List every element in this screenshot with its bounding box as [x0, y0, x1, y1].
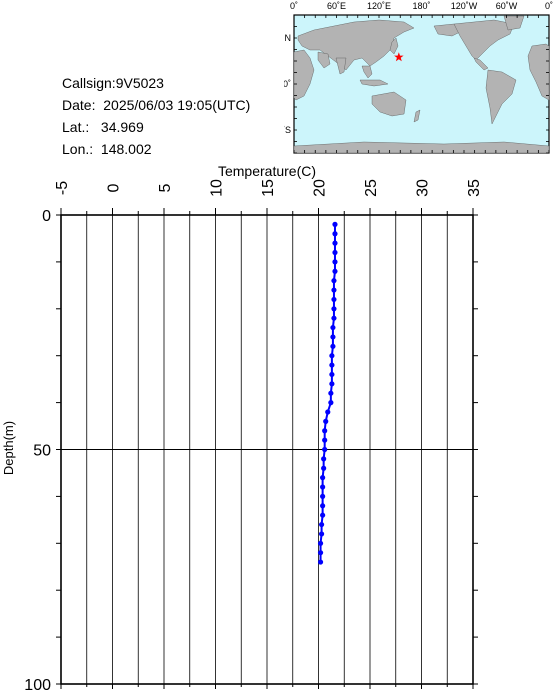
profile-point: [328, 400, 334, 406]
longitude-text: Lon.: 148.002: [62, 141, 152, 157]
map-longitude-label: 60˚E: [327, 1, 346, 11]
profile-point: [329, 353, 335, 359]
land-indonesia: [359, 79, 389, 87]
profile-point: [325, 409, 331, 415]
profile-point: [329, 381, 335, 387]
profile-point: [318, 531, 325, 537]
profile-point: [322, 446, 328, 453]
profile-point: [320, 493, 326, 499]
y-axis-title: Depth(m): [1, 421, 16, 475]
land-masses: [293, 15, 550, 154]
profile-point: [331, 315, 337, 321]
y-tick-label: 100: [24, 677, 51, 690]
profile-point: [318, 521, 325, 528]
x-tick-label: 35: [466, 179, 483, 197]
series-temperature-profile: [317, 221, 338, 565]
map-frame-ticks: [293, 14, 550, 154]
profile-point: [332, 240, 338, 246]
profile-point: [321, 456, 327, 462]
map-top-labels: 0˚ 60˚E 120˚E 180˚ 120˚W 60˚W 0˚: [290, 1, 553, 11]
profile-point: [332, 259, 338, 265]
profile-point: [332, 221, 338, 227]
land-japan: [389, 37, 399, 55]
x-tick-label: 10: [209, 179, 226, 197]
land-se-asia: [361, 65, 373, 79]
x-tick-label: 0: [106, 183, 123, 192]
profile-point: [320, 484, 326, 490]
x-tick-label: 25: [363, 179, 380, 197]
grid-lines: [60, 214, 474, 685]
land-africa-right: [527, 43, 550, 101]
profile-point: [332, 249, 338, 256]
x-tick-label: 20: [312, 179, 329, 197]
profile-point: [331, 306, 337, 312]
land-australia: [371, 91, 407, 117]
profile-point: [320, 475, 326, 481]
land-europe-asia: [297, 19, 415, 71]
profile-point: [330, 324, 336, 331]
land-india: [335, 57, 347, 75]
land-south-america: [485, 69, 517, 125]
profile-point: [331, 287, 337, 293]
map-latitude-label: 0˚: [284, 79, 291, 89]
latitude-text: Lat.: 34.969: [62, 119, 144, 135]
map-longitude-label: 60˚W: [496, 1, 518, 11]
profile-point: [332, 231, 338, 237]
map-longitude-label: 0˚: [290, 1, 298, 11]
y-tick-label: 50: [33, 443, 51, 460]
profile-point: [317, 559, 324, 565]
y-axis-ticks: 0 50 100: [24, 208, 478, 690]
x-axis-title: Temperature(C): [218, 163, 316, 179]
profile-point: [321, 465, 327, 471]
profile-point: [331, 278, 337, 284]
profile-point: [322, 437, 328, 443]
land-new-zealand: [413, 109, 421, 123]
profile-point: [330, 334, 336, 340]
x-tick-label: -5: [54, 181, 71, 195]
x-axis-ticks: -5 0 5 10 15 20 25 30 35: [54, 179, 483, 689]
map-longitude-label: 0˚: [545, 1, 553, 11]
profile-line: [319, 224, 336, 563]
profile-point: [317, 540, 324, 546]
profile-point: [328, 390, 334, 396]
profile-point: [323, 418, 329, 424]
map-latitude-label: 60˚S: [284, 125, 291, 135]
profile-point: [329, 371, 335, 378]
profile-point: [329, 362, 335, 368]
land-alaska: [433, 23, 461, 37]
map-longitude-label: 120˚W: [451, 1, 478, 11]
x-tick-label: 15: [260, 179, 277, 197]
station-marker-icon: [394, 52, 404, 62]
profile-point: [322, 428, 328, 434]
x-tick-label: 5: [157, 183, 174, 192]
profile-point: [317, 550, 324, 556]
station-info: Callsign:9V5023 Date: 2025/06/03 19:05(U…: [62, 72, 250, 160]
y-tick-label: 0: [42, 208, 51, 225]
map-left-labels: 60˚N 0˚ 60˚S: [284, 33, 291, 135]
date-text: Date: 2025/06/03 19:05(UTC): [62, 97, 251, 113]
plot-frame: [60, 214, 474, 685]
callsign-text: Callsign:9V5023: [62, 75, 164, 91]
profile-point: [320, 512, 326, 518]
land-arabia: [317, 51, 331, 69]
profile-point: [332, 268, 338, 274]
land-central-america: [473, 57, 489, 71]
profile-point: [330, 343, 336, 349]
profile-point: [331, 296, 337, 303]
profile-point: [320, 503, 326, 509]
world-map: 0˚ 60˚E 120˚E 180˚ 120˚W 60˚W 0˚ 60˚N 0˚ 60˚S: [284, 1, 553, 154]
x-tick-label: 30: [415, 179, 432, 197]
map-longitude-label: 120˚E: [367, 1, 391, 11]
map-longitude-label: 180˚: [412, 1, 430, 11]
land-africa-left: [293, 49, 315, 101]
map-latitude-label: 60˚N: [284, 33, 291, 43]
